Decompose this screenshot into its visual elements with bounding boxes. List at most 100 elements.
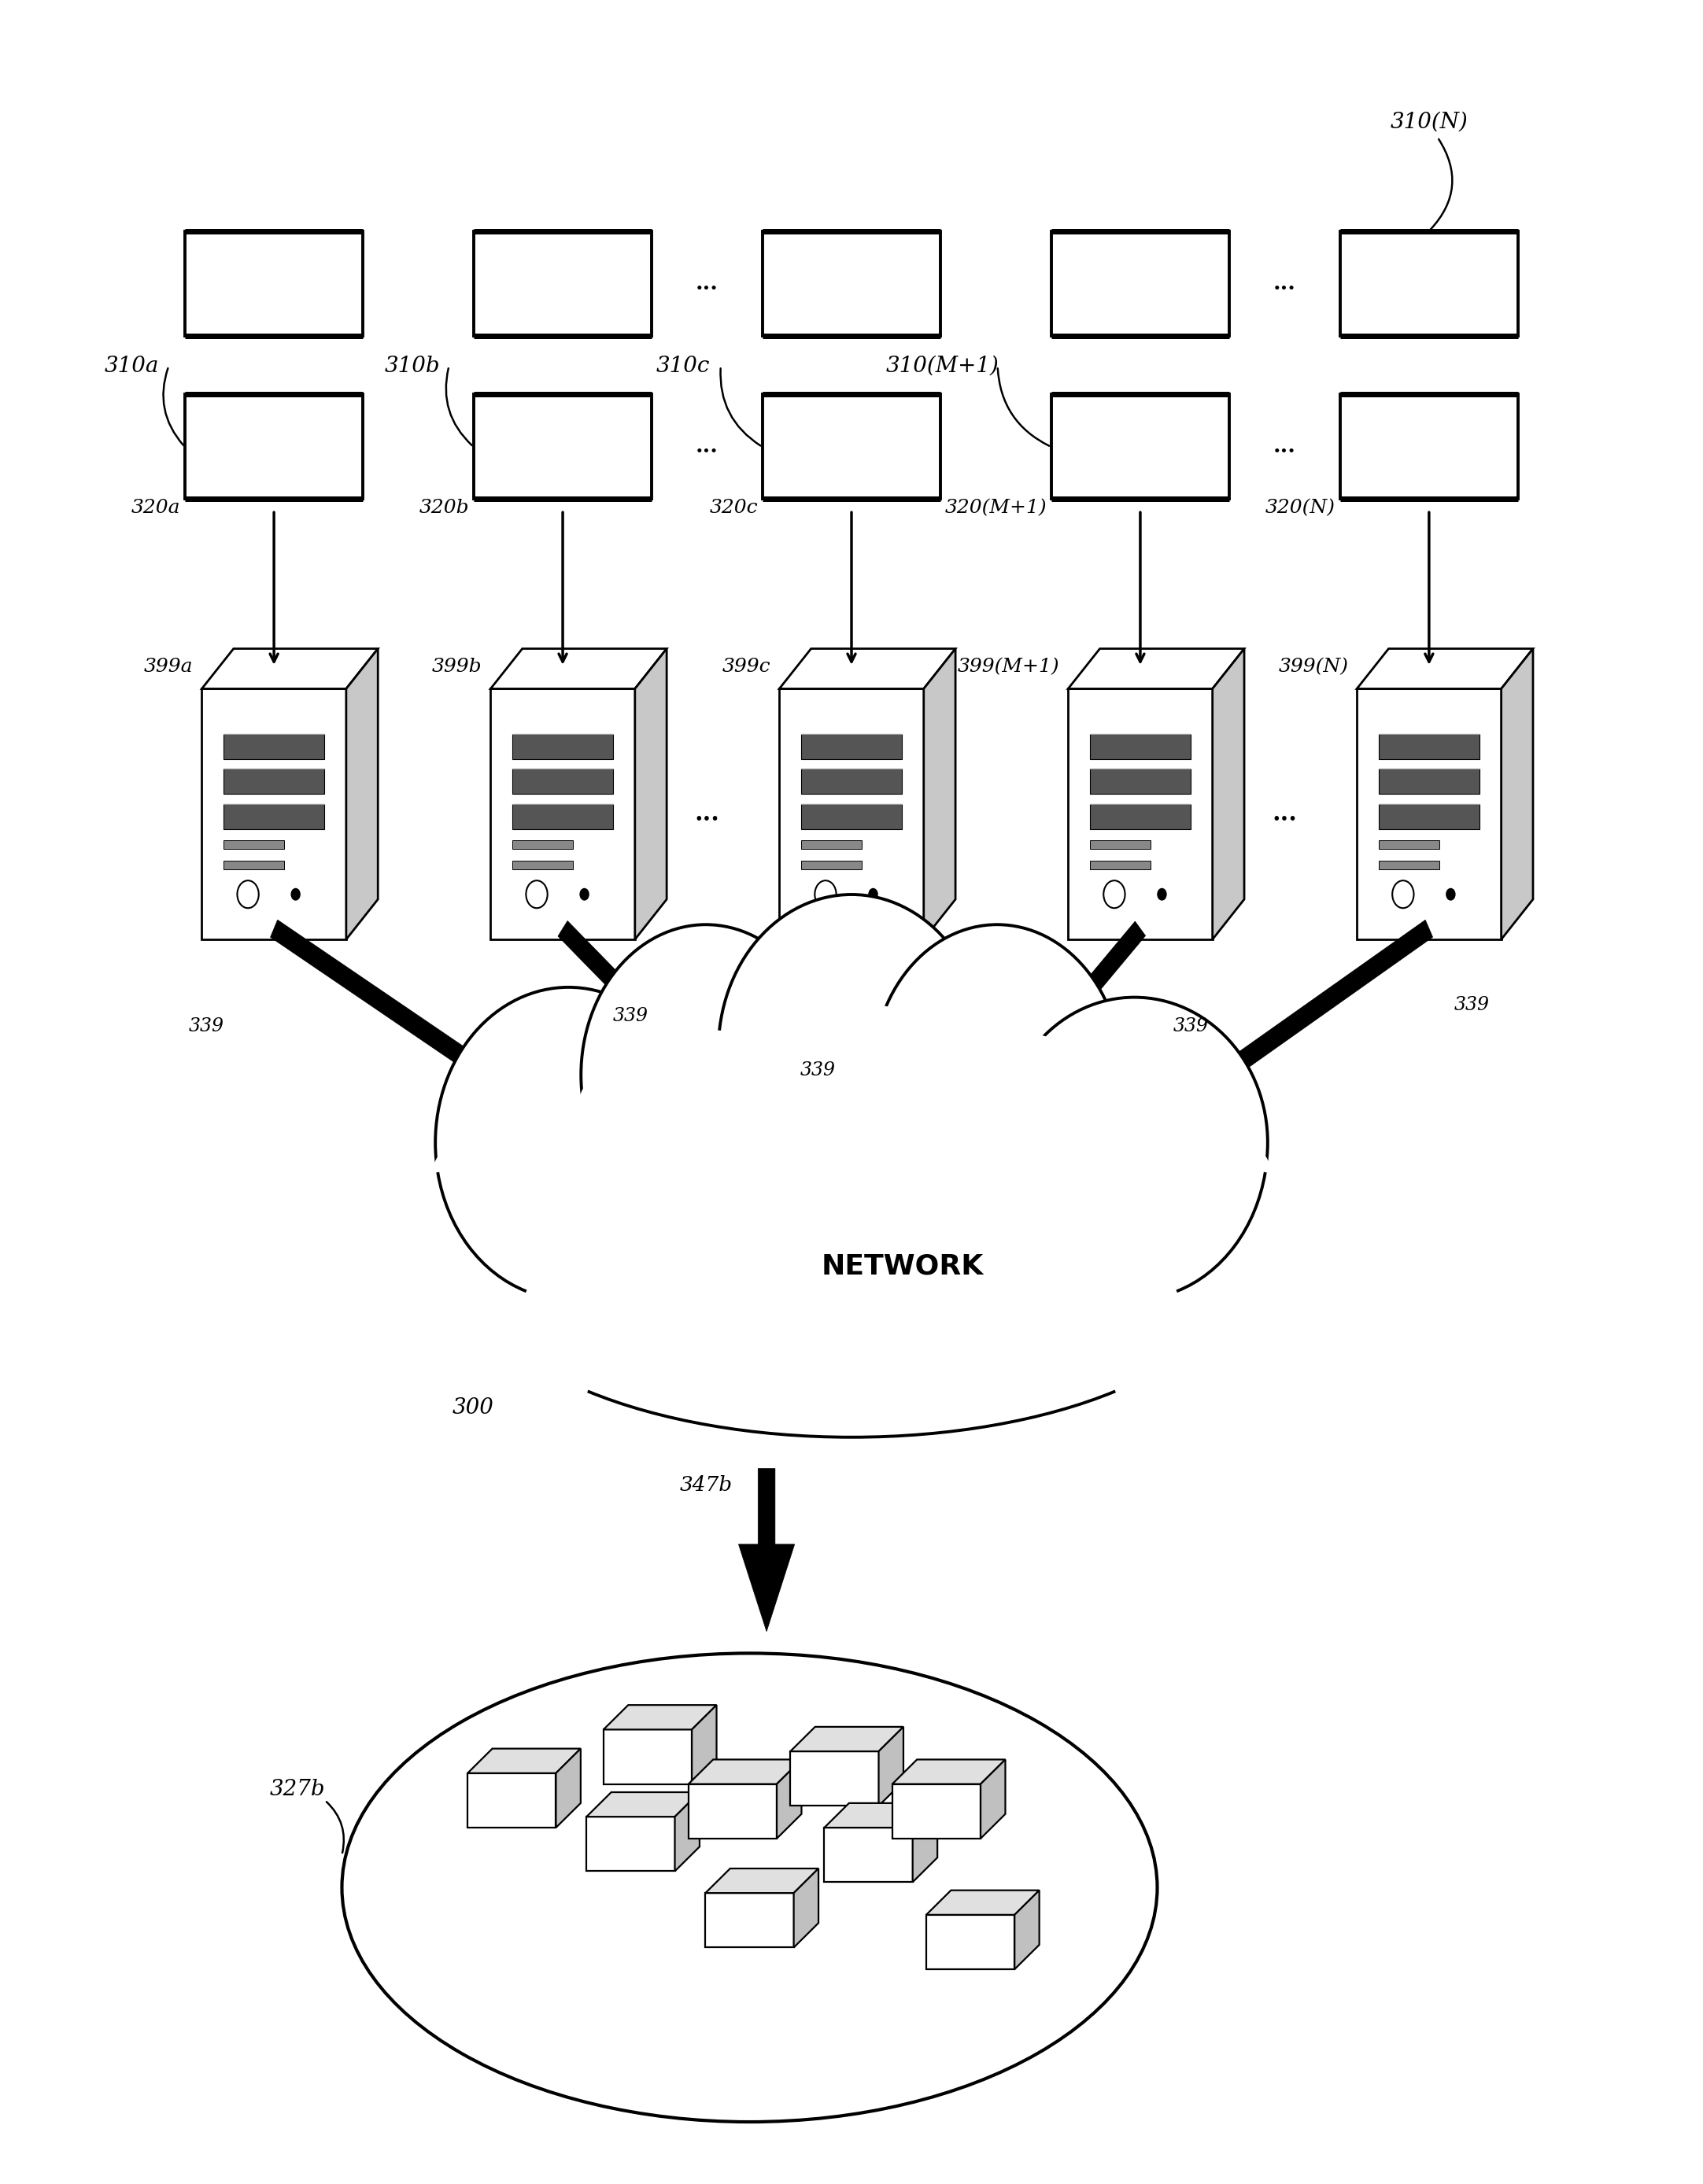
Polygon shape <box>603 1706 717 1730</box>
Polygon shape <box>674 1793 700 1872</box>
Bar <box>790 1752 879 1806</box>
Polygon shape <box>777 1760 802 1839</box>
Bar <box>186 232 363 336</box>
Text: ...: ... <box>1274 437 1296 456</box>
Ellipse shape <box>429 1096 708 1282</box>
Text: 347b: 347b <box>679 1474 732 1494</box>
Polygon shape <box>790 1728 903 1752</box>
Text: 339: 339 <box>189 1018 223 1035</box>
Bar <box>1340 395 1517 500</box>
Polygon shape <box>688 1760 802 1784</box>
Polygon shape <box>1068 649 1245 688</box>
Bar <box>223 734 325 760</box>
Bar <box>1090 734 1190 760</box>
Circle shape <box>1156 889 1167 900</box>
Text: 399a: 399a <box>145 657 192 675</box>
Polygon shape <box>913 1804 937 1883</box>
Bar <box>186 395 363 500</box>
Bar <box>800 734 903 760</box>
Text: ...: ... <box>1272 802 1298 826</box>
Polygon shape <box>780 649 955 688</box>
Text: 310(N): 310(N) <box>1390 111 1468 133</box>
Ellipse shape <box>719 895 984 1206</box>
Bar <box>223 769 325 795</box>
Text: 339: 339 <box>800 1061 834 1079</box>
Polygon shape <box>926 1891 1039 1915</box>
Bar <box>1378 860 1439 869</box>
Bar <box>473 395 652 500</box>
Polygon shape <box>586 1793 700 1817</box>
Text: 310a: 310a <box>104 356 158 378</box>
Bar <box>490 688 635 939</box>
Bar <box>892 1784 981 1839</box>
Bar <box>800 804 903 830</box>
Bar <box>800 841 862 850</box>
Bar <box>223 804 325 830</box>
Text: NETWORK: NETWORK <box>821 1254 984 1280</box>
Polygon shape <box>739 1468 795 1631</box>
Polygon shape <box>635 649 666 939</box>
Ellipse shape <box>872 924 1122 1225</box>
Bar <box>1340 232 1517 336</box>
Text: 310c: 310c <box>656 356 710 378</box>
Bar <box>1051 232 1230 336</box>
Bar <box>513 769 613 795</box>
Bar <box>513 734 613 760</box>
Polygon shape <box>691 1706 717 1784</box>
Text: ...: ... <box>697 273 719 295</box>
Circle shape <box>291 889 300 900</box>
Bar <box>688 1784 777 1839</box>
Text: 300: 300 <box>453 1398 494 1420</box>
Bar <box>473 232 652 336</box>
Text: 310(M+1): 310(M+1) <box>886 356 998 378</box>
Text: ...: ... <box>1274 273 1296 295</box>
Polygon shape <box>555 1749 581 1828</box>
Bar <box>705 1894 794 1948</box>
Polygon shape <box>705 1870 819 1894</box>
Bar <box>201 688 346 939</box>
Polygon shape <box>468 1749 581 1773</box>
Ellipse shape <box>436 1055 1267 1457</box>
Bar <box>513 860 572 869</box>
Bar <box>1090 769 1190 795</box>
Bar <box>223 841 284 850</box>
Bar <box>1378 769 1480 795</box>
Polygon shape <box>824 1804 937 1828</box>
Polygon shape <box>1357 649 1533 688</box>
Text: 399(M+1): 399(M+1) <box>957 657 1059 675</box>
Circle shape <box>579 889 589 900</box>
Text: 320(M+1): 320(M+1) <box>945 500 1047 518</box>
Text: 327b: 327b <box>269 1778 325 1800</box>
Text: 320c: 320c <box>710 500 758 518</box>
Polygon shape <box>923 649 955 939</box>
Ellipse shape <box>467 1075 1236 1437</box>
Bar <box>1090 804 1190 830</box>
Polygon shape <box>1213 649 1245 939</box>
Polygon shape <box>271 919 552 1118</box>
Bar <box>1378 841 1439 850</box>
Polygon shape <box>981 1760 1005 1839</box>
Bar <box>468 1773 555 1828</box>
Bar <box>1378 734 1480 760</box>
Bar <box>223 860 284 869</box>
Polygon shape <box>892 1760 1005 1784</box>
Polygon shape <box>794 1870 819 1948</box>
Polygon shape <box>1151 919 1432 1125</box>
Polygon shape <box>346 649 378 939</box>
Text: 339: 339 <box>1173 1018 1209 1035</box>
Ellipse shape <box>867 1031 1129 1210</box>
Bar <box>1068 688 1213 939</box>
Text: ...: ... <box>697 437 719 456</box>
Text: 399c: 399c <box>722 657 771 675</box>
Text: 310b: 310b <box>385 356 439 378</box>
Text: 339: 339 <box>613 1007 649 1024</box>
Circle shape <box>1446 889 1456 900</box>
Bar <box>763 395 940 500</box>
Bar <box>586 1817 674 1872</box>
Ellipse shape <box>574 1031 836 1210</box>
Text: 320a: 320a <box>131 500 181 518</box>
Polygon shape <box>829 928 880 1059</box>
Text: 320(N): 320(N) <box>1265 500 1335 518</box>
Bar <box>1357 688 1502 939</box>
Ellipse shape <box>712 1002 991 1190</box>
